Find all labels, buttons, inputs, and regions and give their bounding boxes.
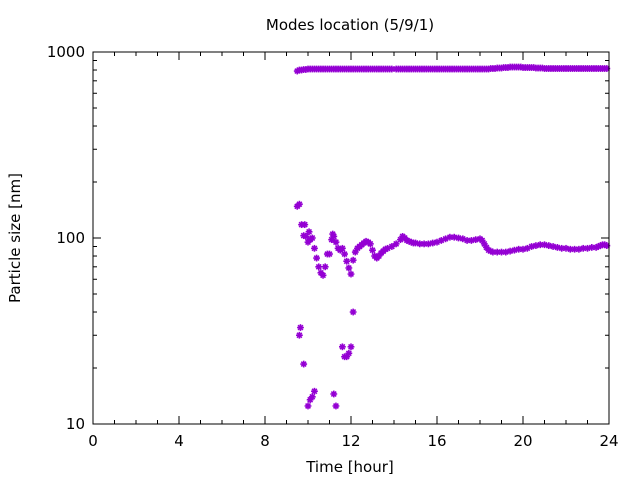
x-tick-label: 16 bbox=[427, 432, 446, 450]
data-point bbox=[345, 349, 353, 357]
x-tick-label: 0 bbox=[88, 432, 98, 450]
x-tick-label: 20 bbox=[513, 432, 532, 450]
data-point bbox=[321, 263, 329, 271]
data-point bbox=[296, 331, 303, 339]
chart-title: Modes location (5/9/1) bbox=[266, 16, 434, 34]
data-point bbox=[301, 221, 309, 229]
data-point bbox=[315, 263, 323, 271]
data-point bbox=[296, 200, 303, 208]
data-point bbox=[332, 238, 340, 246]
data-point bbox=[305, 228, 313, 236]
data-point bbox=[319, 271, 327, 279]
data-point bbox=[455, 234, 462, 242]
data-point bbox=[304, 402, 312, 410]
data-point bbox=[366, 240, 374, 248]
x-tick-label: 24 bbox=[599, 432, 618, 450]
data-point bbox=[297, 324, 304, 331]
data-point bbox=[341, 250, 348, 258]
data-point bbox=[347, 343, 355, 351]
data-point bbox=[523, 244, 531, 252]
x-tick-label: 4 bbox=[174, 432, 184, 450]
data-point bbox=[330, 233, 338, 240]
data-point bbox=[339, 343, 346, 351]
data-point bbox=[347, 270, 355, 278]
data-point bbox=[345, 264, 353, 272]
y-tick-label: 1000 bbox=[47, 43, 85, 61]
y-axis-label: Particle size [nm] bbox=[6, 173, 24, 303]
x-tick-label: 12 bbox=[341, 432, 360, 450]
data-points bbox=[293, 63, 611, 410]
data-point bbox=[478, 237, 486, 244]
data-point bbox=[343, 257, 351, 265]
data-point bbox=[311, 387, 318, 395]
data-point bbox=[330, 390, 338, 398]
data-point bbox=[339, 244, 346, 252]
data-point bbox=[308, 234, 316, 242]
data-point bbox=[545, 242, 553, 250]
data-point bbox=[392, 240, 400, 248]
plot-frame bbox=[92, 51, 610, 425]
data-point bbox=[308, 393, 316, 401]
data-point bbox=[332, 402, 340, 410]
data-point bbox=[349, 308, 357, 316]
data-point bbox=[311, 244, 318, 252]
x-tick-label: 8 bbox=[260, 432, 270, 450]
data-point bbox=[384, 244, 391, 252]
x-axis-label: Time [hour] bbox=[305, 458, 394, 476]
data-point bbox=[349, 256, 357, 264]
data-point bbox=[388, 243, 396, 250]
data-point bbox=[369, 246, 376, 254]
y-tick-label: 100 bbox=[56, 229, 85, 247]
data-point bbox=[326, 250, 333, 258]
data-point bbox=[313, 254, 320, 262]
data-point bbox=[300, 360, 308, 368]
y-tick-label: 10 bbox=[66, 415, 85, 433]
axis-ticks: 0 4 8 12 16 20 24 10 100 1000 bbox=[47, 43, 619, 450]
